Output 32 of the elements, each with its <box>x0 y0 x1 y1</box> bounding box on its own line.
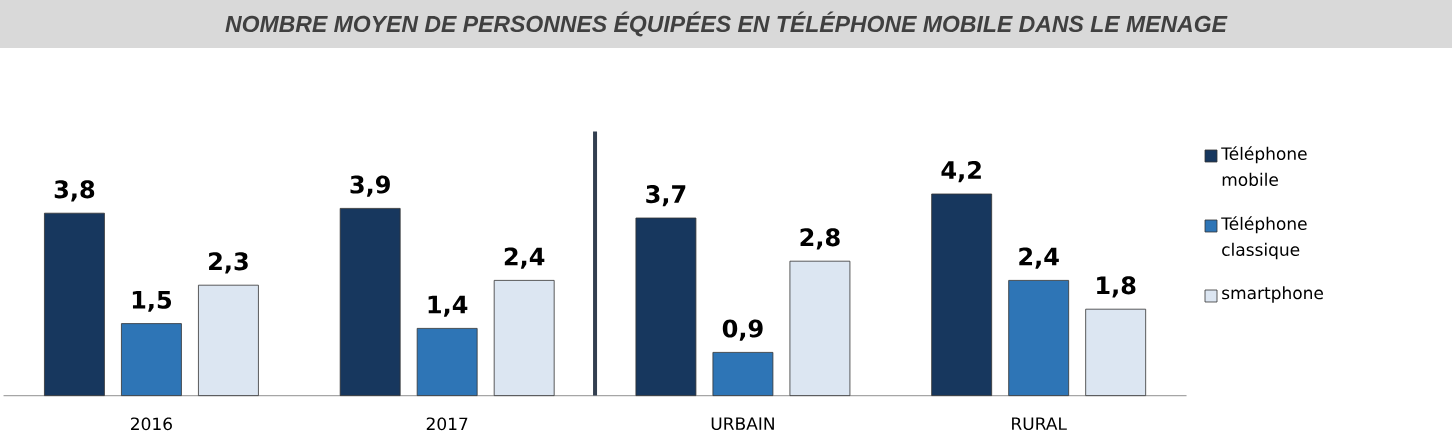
bar <box>339 208 401 396</box>
bar <box>121 323 182 396</box>
bar <box>44 212 105 396</box>
data-label: 2,8 <box>800 228 840 250</box>
bar <box>198 284 259 396</box>
bar <box>635 217 697 396</box>
legend-label: Téléphone classique <box>1221 216 1307 260</box>
data-label: 3,9 <box>350 175 390 197</box>
data-label: 2,4 <box>504 247 545 269</box>
bar <box>416 328 478 396</box>
x-tick-label: 2016 <box>131 417 172 431</box>
bar <box>789 260 851 396</box>
data-label: 2,3 <box>209 252 248 274</box>
bar <box>1008 280 1070 396</box>
x-tick-label: RURAL <box>1012 417 1067 431</box>
data-label: 0,9 <box>722 319 763 341</box>
data-label: 1,5 <box>132 290 172 312</box>
bar <box>1085 308 1147 396</box>
data-label: 1,4 <box>428 295 468 317</box>
data-label: 3,7 <box>646 185 686 207</box>
bar <box>931 193 993 396</box>
legend-label: smartphone <box>1222 286 1323 303</box>
chart-title: NOMBRE MOYEN DE PERSONNES ÉQUIPÉES EN TÉLÉPHONE MOBILE DANS LE MENAGE <box>225 11 1228 37</box>
x-tick-label: URBAIN <box>711 417 774 431</box>
legend-label: Téléphone mobile <box>1221 146 1307 187</box>
data-label: 1,8 <box>1097 276 1136 298</box>
bar <box>712 352 774 396</box>
data-label: 2,4 <box>1019 247 1059 269</box>
data-label: 3,8 <box>54 180 95 202</box>
bar <box>493 280 555 396</box>
x-tick-label: 2017 <box>426 417 468 431</box>
data-label: 4,2 <box>941 161 981 183</box>
